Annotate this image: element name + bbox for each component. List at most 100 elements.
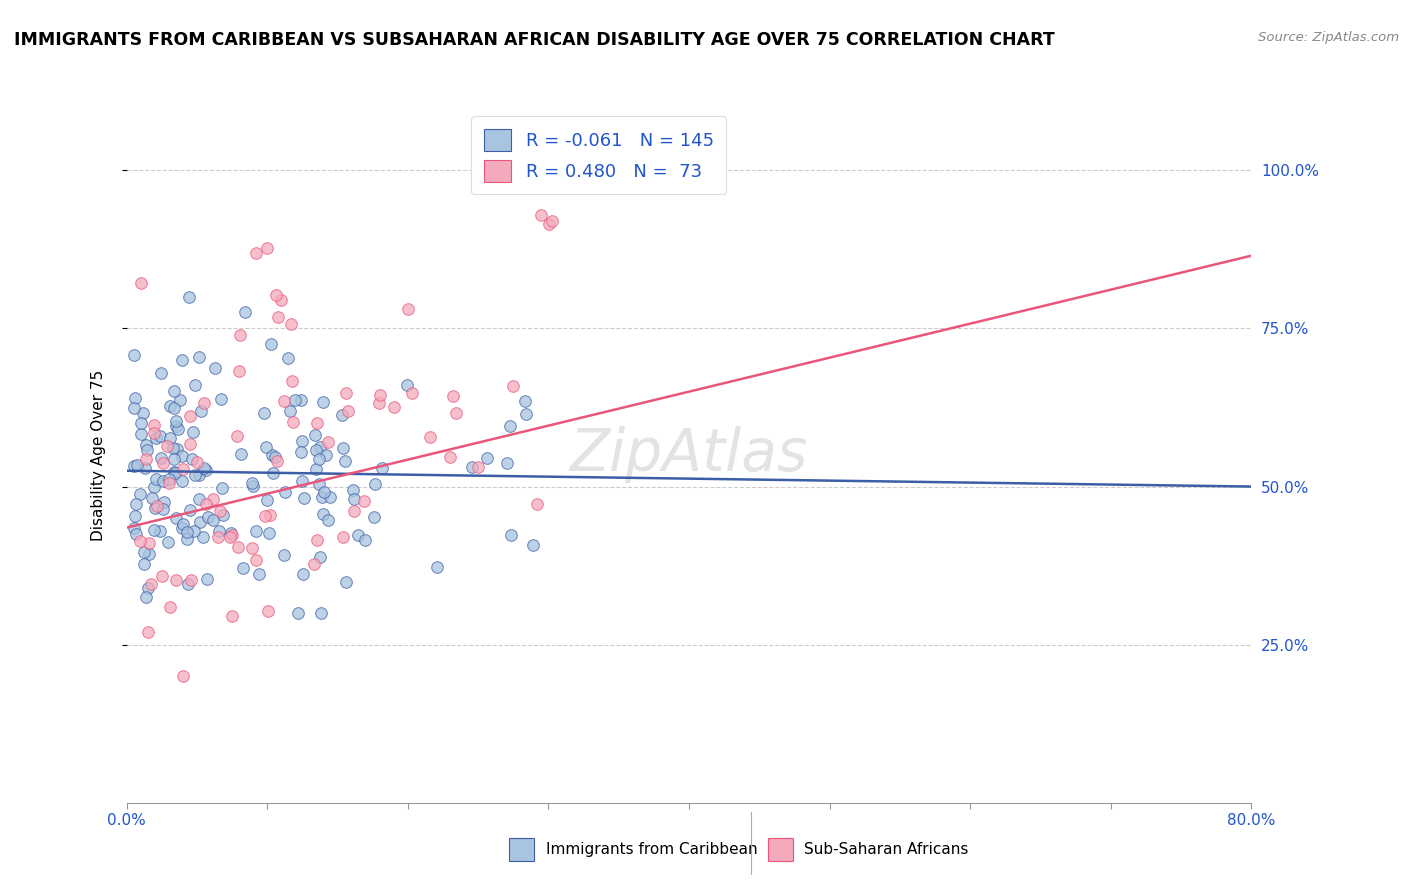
Point bbox=[202, 513, 225, 527]
Point bbox=[233, 305, 256, 319]
Point bbox=[211, 508, 233, 523]
Point bbox=[232, 561, 254, 575]
Point bbox=[254, 509, 277, 524]
Point bbox=[247, 567, 270, 582]
Point bbox=[226, 429, 249, 443]
Point bbox=[515, 407, 537, 421]
Point bbox=[218, 530, 240, 544]
Point bbox=[195, 463, 218, 477]
Point bbox=[439, 450, 461, 464]
Point bbox=[270, 293, 292, 307]
Text: Immigrants from Caribbean: Immigrants from Caribbean bbox=[546, 842, 758, 857]
Point bbox=[335, 386, 357, 401]
Point bbox=[122, 401, 145, 416]
Point bbox=[136, 581, 159, 595]
Point bbox=[228, 364, 250, 378]
Point bbox=[319, 490, 342, 504]
Point bbox=[152, 456, 174, 470]
Point bbox=[262, 466, 284, 480]
Point bbox=[444, 406, 467, 420]
Point bbox=[172, 521, 194, 535]
Point bbox=[364, 476, 387, 491]
Point bbox=[145, 431, 167, 445]
Point bbox=[264, 287, 287, 301]
Point bbox=[335, 575, 357, 590]
Point bbox=[263, 450, 285, 465]
Point bbox=[180, 574, 202, 588]
Point bbox=[426, 560, 449, 574]
Point bbox=[332, 441, 354, 455]
Point bbox=[305, 462, 328, 476]
Point bbox=[157, 472, 180, 486]
Point bbox=[311, 606, 333, 620]
Point bbox=[162, 401, 184, 416]
Point bbox=[309, 549, 332, 564]
Text: Sub-Saharan Africans: Sub-Saharan Africans bbox=[804, 842, 969, 857]
Point bbox=[367, 395, 389, 409]
Point bbox=[128, 486, 150, 500]
Point bbox=[163, 465, 186, 479]
Point bbox=[370, 388, 392, 402]
Point bbox=[188, 492, 211, 507]
Point bbox=[208, 524, 231, 538]
Point bbox=[281, 415, 304, 429]
Point bbox=[122, 520, 145, 534]
Point bbox=[343, 504, 366, 518]
Point bbox=[209, 392, 232, 406]
Point bbox=[162, 442, 184, 456]
Point bbox=[152, 501, 174, 516]
Point bbox=[256, 493, 278, 508]
Point bbox=[308, 441, 330, 455]
Point bbox=[172, 669, 194, 683]
Point bbox=[277, 351, 299, 365]
Point bbox=[159, 431, 181, 445]
Point bbox=[139, 577, 162, 591]
Point bbox=[537, 218, 560, 232]
Point bbox=[197, 510, 219, 524]
Point bbox=[183, 524, 205, 538]
Point bbox=[502, 379, 524, 393]
Point bbox=[184, 378, 207, 392]
Point bbox=[132, 406, 155, 420]
Point bbox=[170, 352, 193, 367]
Point bbox=[195, 497, 218, 511]
Point bbox=[211, 481, 233, 495]
Point bbox=[176, 532, 198, 546]
Point bbox=[165, 418, 187, 433]
Point bbox=[280, 403, 302, 417]
Point bbox=[129, 534, 152, 549]
Point bbox=[146, 499, 169, 513]
Point bbox=[240, 476, 263, 491]
Text: IMMIGRANTS FROM CARIBBEAN VS SUBSAHARAN AFRICAN DISABILITY AGE OVER 75 CORRELATI: IMMIGRANTS FROM CARIBBEAN VS SUBSAHARAN … bbox=[14, 31, 1054, 49]
Point bbox=[513, 394, 536, 409]
Point bbox=[193, 460, 215, 475]
Point bbox=[136, 443, 159, 458]
Point bbox=[522, 538, 544, 552]
Point bbox=[190, 404, 212, 418]
Point bbox=[193, 395, 215, 409]
Legend: R = -0.061   N = 145, R = 0.480   N =  73: R = -0.061 N = 145, R = 0.480 N = 73 bbox=[471, 116, 727, 194]
Point bbox=[188, 350, 211, 364]
Point bbox=[134, 558, 156, 572]
Point bbox=[122, 458, 145, 473]
Point bbox=[131, 426, 153, 441]
Point bbox=[124, 391, 146, 405]
Point bbox=[330, 408, 353, 422]
Point bbox=[260, 337, 283, 351]
Point bbox=[240, 541, 263, 555]
Point bbox=[165, 466, 187, 480]
Point bbox=[159, 399, 181, 413]
Point bbox=[256, 241, 278, 255]
Point bbox=[290, 392, 312, 407]
Point bbox=[191, 530, 214, 544]
Point bbox=[353, 493, 375, 508]
Point bbox=[152, 495, 174, 509]
Point bbox=[122, 348, 145, 362]
Point bbox=[179, 503, 201, 517]
Point bbox=[188, 515, 211, 529]
Point bbox=[332, 530, 354, 544]
Point bbox=[134, 461, 156, 475]
Point bbox=[138, 536, 160, 550]
Point bbox=[477, 450, 499, 465]
Point bbox=[346, 528, 368, 542]
